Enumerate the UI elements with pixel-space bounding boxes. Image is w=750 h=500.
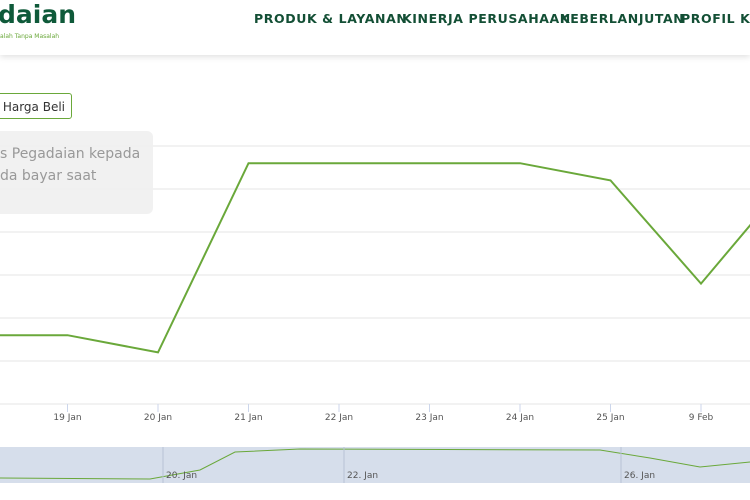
- logo[interactable]: daian: [0, 0, 77, 29]
- series-line: [0, 162, 750, 354]
- navigator-line: [0, 448, 750, 480]
- tooltip: s Pegadaian kepada da bayar saat: [0, 131, 153, 214]
- nav-item[interactable]: PROFIL KO: [681, 11, 750, 26]
- navigator-label: 26. Jan: [624, 471, 655, 481]
- x-tick-label: 23 Jan: [415, 413, 443, 423]
- x-tick-label: 21 Jan: [234, 413, 262, 423]
- navigator-label: 22. Jan: [347, 471, 378, 481]
- tooltip-line: s Pegadaian kepada: [0, 146, 141, 162]
- navigator[interactable]: [0, 447, 750, 483]
- header: daian alah Tanpa Masalah PRODUK & LAYANA…: [0, 0, 750, 55]
- price-button[interactable]: Harga Beli: [0, 93, 72, 119]
- x-tick-label: 9 Feb: [689, 413, 714, 423]
- nav-item[interactable]: KEBERLANJUTAN: [560, 11, 685, 26]
- tagline: alah Tanpa Masalah: [0, 33, 60, 40]
- navigator-label: 20. Jan: [166, 471, 197, 481]
- x-tick-label: 19 Jan: [53, 413, 81, 423]
- nav-item[interactable]: PRODUK & LAYANAN: [254, 11, 408, 26]
- x-tick-label: 25 Jan: [596, 413, 624, 423]
- nav-item[interactable]: KINERJA PERUSAHAAN: [402, 11, 571, 26]
- tooltip-line: da bayar saat: [0, 168, 97, 184]
- x-tick-label: 20 Jan: [144, 413, 172, 423]
- x-tick-label: 24 Jan: [506, 413, 534, 423]
- x-tick-label: 22 Jan: [325, 413, 353, 423]
